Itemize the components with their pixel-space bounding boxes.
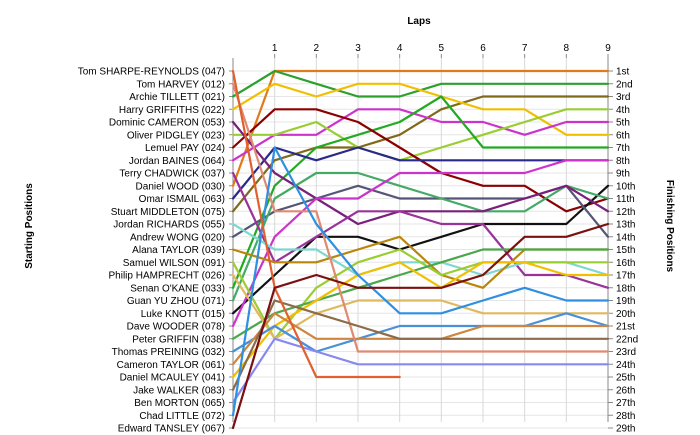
finishing-position-label: 23rd [616, 347, 636, 358]
finishing-position-label: 14th [616, 232, 635, 243]
finishing-position-label: 10th [616, 181, 635, 192]
finishing-position-label: 1st [616, 67, 630, 78]
series-line [231, 222, 610, 430]
series-line [231, 82, 610, 136]
finishing-position-label: 3rd [616, 92, 630, 103]
x-tick-label: 6 [480, 43, 486, 54]
finishing-position-label: 16th [616, 258, 635, 269]
y-axis-right-title: Finishing Positions [664, 180, 675, 273]
starting-position-label: Samuel WILSON (091) [123, 258, 225, 269]
finishing-position-label: 15th [616, 245, 635, 256]
starting-position-label: Jake WALKER (083) [133, 385, 225, 396]
starting-position-label: Jordan RICHARDS (055) [113, 220, 225, 231]
starting-position-label: Daniel WOOD (030) [136, 181, 225, 192]
starting-position-label: Omar ISMAIL (063) [139, 194, 225, 205]
starting-position-label: Dominic CAMERON (053) [109, 118, 225, 129]
finishing-position-label: 9th [616, 169, 630, 180]
x-tick-label: 8 [564, 43, 570, 54]
starting-position-label: Peter GRIFFIN (038) [132, 334, 225, 345]
finishing-position-label: 12th [616, 207, 635, 218]
starting-position-label: Tom HARVEY (012) [136, 79, 225, 90]
finishing-position-label: 8th [616, 156, 630, 167]
series-line [231, 69, 610, 187]
series-line [231, 184, 610, 315]
finishing-position-label: 6th [616, 130, 630, 141]
starting-position-label: Terry CHADWICK (037) [119, 169, 225, 180]
starting-position-label: Alana TAYLOR (039) [132, 245, 225, 256]
finishing-position-label: 4th [616, 105, 630, 116]
starting-position-label: Stuart MIDDLETON (075) [111, 207, 225, 218]
starting-position-label: Guan YU ZHOU (071) [127, 296, 225, 307]
starting-position-label: Daniel MCAULEY (041) [120, 373, 225, 384]
series-line [231, 82, 610, 353]
starting-position-label: Archie TILLETT (021) [129, 92, 225, 103]
starting-position-labels: Tom SHARPE-REYNOLDS (047)Tom HARVEY (012… [78, 67, 233, 435]
series-line [231, 146, 610, 417]
series-line [231, 299, 610, 391]
starting-position-label: Edward TANSLEY (067) [118, 424, 225, 435]
x-tick-label: 1 [272, 43, 278, 54]
finishing-position-label: 28th [616, 411, 635, 422]
x-tick-label: 7 [522, 43, 528, 54]
series-line [231, 159, 610, 328]
finishing-position-label: 11th [616, 194, 635, 205]
starting-position-label: Senan O'KANE (033) [130, 283, 225, 294]
series-line [231, 69, 401, 379]
starting-position-label: Thomas PREINING (032) [112, 347, 225, 358]
starting-position-label: Dave WOODER (078) [127, 322, 225, 333]
starting-position-label: Philip HAMPRECHT (026) [108, 271, 225, 282]
series-line [231, 261, 610, 379]
x-tick-label: 9 [605, 43, 611, 54]
starting-position-label: Andrew WONG (020) [130, 232, 225, 243]
x-tick-label: 3 [355, 43, 361, 54]
finishing-position-label: 29th [616, 424, 635, 435]
finishing-position-label: 2nd [616, 79, 633, 90]
starting-position-label: Ben MORTON (065) [134, 398, 225, 409]
finishing-position-label: 13th [616, 220, 635, 231]
starting-position-label: Oliver PIDGLEY (023) [127, 130, 225, 141]
finishing-position-label: 24th [616, 360, 635, 371]
finishing-position-label: 21st [616, 322, 635, 333]
starting-position-label: Chad LITTLE (072) [139, 411, 225, 422]
finishing-position-label: 20th [616, 309, 635, 320]
finishing-position-label: 26th [616, 385, 635, 396]
finishing-position-label: 25th [616, 373, 635, 384]
series-line [231, 108, 610, 162]
series-lines [231, 69, 610, 430]
starting-position-label: Luke KNOTT (015) [141, 309, 225, 320]
x-tick-label: 4 [397, 43, 403, 54]
series-line [231, 312, 610, 353]
starting-position-label: Cameron TAYLOR (061) [117, 360, 225, 371]
finishing-position-label: 19th [616, 296, 635, 307]
series-line [231, 337, 610, 404]
starting-position-label: Harry GRIFFITHS (022) [119, 105, 225, 116]
finishing-position-label: 17th [616, 271, 635, 282]
finishing-position-label: 7th [616, 143, 630, 154]
finishing-position-label: 5th [616, 118, 630, 129]
starting-position-label: Tom SHARPE-REYNOLDS (047) [78, 67, 225, 78]
series-line [231, 146, 610, 200]
x-tick-labels: 1 2 3 4 5 6 7 8 9 [272, 43, 611, 58]
finishing-position-label: 27th [616, 398, 635, 409]
series-line [231, 108, 610, 162]
starting-position-label: Lemuel PAY (024) [145, 143, 225, 154]
x-axis-title: Laps [407, 16, 431, 27]
series-line [231, 95, 610, 289]
starting-position-label: Jordan BAINES (064) [129, 156, 225, 167]
finishing-position-label: 18th [616, 283, 635, 294]
finishing-position-label: 22nd [616, 334, 638, 345]
y-axis-left-title: Starting Positions [24, 183, 35, 269]
x-tick-label: 5 [439, 43, 445, 54]
x-tick-label: 2 [314, 43, 320, 54]
